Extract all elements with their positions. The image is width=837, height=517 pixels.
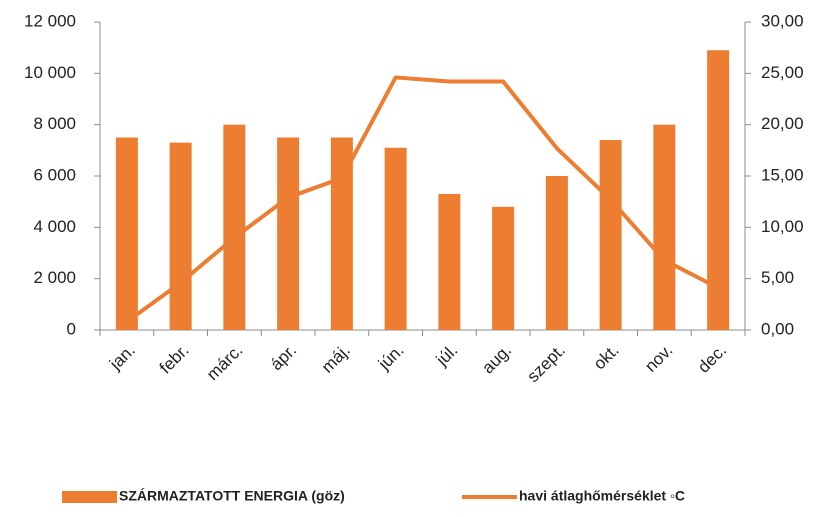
- x-tick-label: máj.: [318, 341, 354, 377]
- bar: [599, 140, 622, 330]
- x-tick-label: ápr.: [267, 341, 300, 374]
- bar: [384, 147, 407, 330]
- x-tick-label: júl.: [432, 341, 462, 371]
- x-tick-label: jún.: [374, 341, 408, 375]
- bar: [223, 124, 246, 331]
- legend-label: SZÁRMAZTATOTT ENERGIA (göz): [119, 488, 345, 504]
- y-tick-label: 4 000: [33, 217, 76, 236]
- y2-tick-label: 30,00: [761, 11, 804, 30]
- y-tick-label: 8 000: [33, 114, 76, 133]
- bar: [492, 206, 515, 330]
- legend-swatch: [62, 491, 117, 503]
- x-tick-label: jan.: [105, 341, 139, 375]
- x-tick-label: nov.: [641, 341, 676, 376]
- x-tick-label: okt.: [590, 341, 623, 374]
- bar: [169, 142, 192, 330]
- x-tick-label: dec.: [694, 341, 730, 377]
- y-tick-label: 12 000: [24, 11, 76, 30]
- bar: [277, 137, 300, 330]
- y2-tick-label: 25,00: [761, 63, 804, 82]
- y2-tick-label: 5,00: [761, 268, 794, 287]
- y-tick-label: 10 000: [24, 63, 76, 82]
- x-tick-label: szept.: [523, 341, 569, 387]
- line: [125, 75, 720, 324]
- y2-tick-label: 0,00: [761, 319, 794, 338]
- bar: [438, 193, 461, 330]
- x-tick-label: márc.: [203, 341, 246, 384]
- y-tick-label: 6 000: [33, 165, 76, 184]
- bar: [707, 50, 730, 330]
- bar: [653, 124, 676, 331]
- bar: [545, 176, 568, 330]
- bar: [115, 137, 138, 330]
- y-tick-label: 0: [67, 319, 76, 338]
- y2-tick-label: 20,00: [761, 114, 804, 133]
- x-tick-label: aug.: [478, 341, 515, 378]
- x-tick-label: febr.: [156, 341, 193, 378]
- bar: [330, 137, 353, 330]
- legend-label: havi átlaghőmérséklet ◦C: [519, 488, 685, 504]
- y-tick-label: 2 000: [33, 268, 76, 287]
- y2-tick-label: 15,00: [761, 165, 804, 184]
- y2-tick-label: 10,00: [761, 217, 804, 236]
